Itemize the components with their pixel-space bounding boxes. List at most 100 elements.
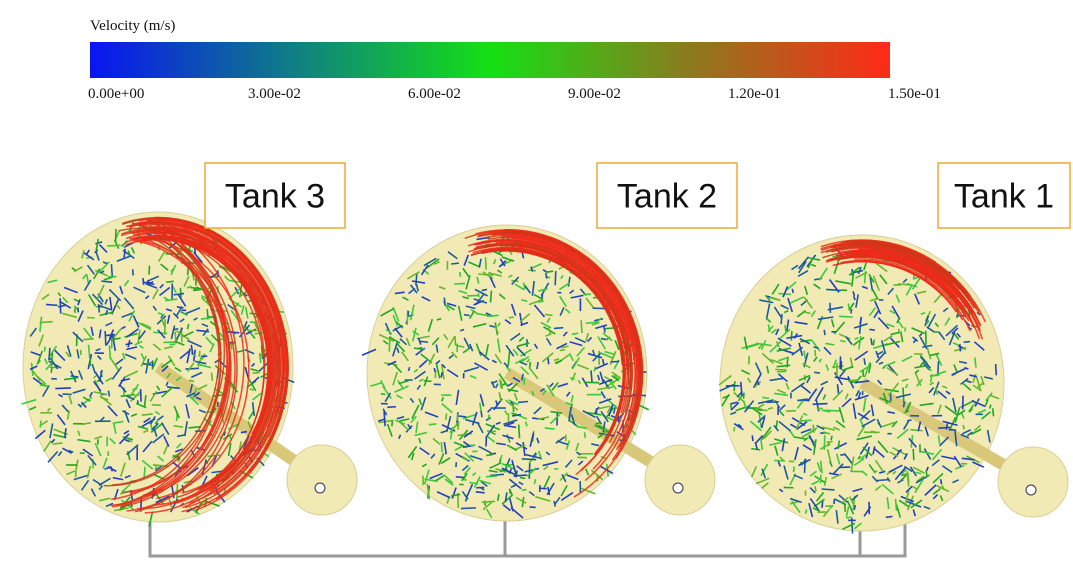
streak (792, 289, 793, 293)
streak (460, 272, 461, 277)
streak (105, 331, 106, 346)
streak (486, 476, 497, 477)
streak (873, 340, 874, 346)
streak (202, 356, 207, 357)
colorbar (90, 42, 890, 78)
colorbar-tick-label: 0.00e+00 (88, 86, 144, 102)
streak (822, 489, 835, 490)
streak (55, 388, 71, 389)
streak (824, 435, 825, 449)
streak (546, 271, 553, 272)
streak (454, 283, 465, 284)
streak (152, 405, 161, 406)
streak (253, 372, 260, 373)
streak (429, 424, 437, 425)
outlet-hole (1026, 485, 1036, 495)
outlet-disc (287, 445, 357, 515)
colorbar-tick-label: 1.50e-01 (888, 86, 941, 102)
streak (794, 466, 795, 472)
streak (51, 367, 52, 373)
streak (560, 350, 565, 351)
streak (851, 309, 852, 313)
streak (109, 345, 110, 359)
streak (514, 475, 527, 476)
outlet-hole (673, 483, 683, 493)
streak (518, 402, 528, 403)
streak (101, 281, 112, 282)
streak (591, 370, 592, 382)
streak (458, 416, 466, 417)
streak (491, 291, 492, 303)
streak (46, 304, 58, 305)
streak (877, 480, 889, 481)
pipe (150, 520, 905, 556)
streak (451, 263, 459, 264)
streak (964, 342, 970, 343)
streak (107, 245, 120, 246)
streak (458, 421, 459, 429)
streak (826, 289, 841, 290)
streak (476, 492, 485, 493)
streak (163, 342, 176, 343)
streak (481, 411, 482, 418)
streak (241, 432, 247, 433)
streak (824, 330, 825, 335)
streak (199, 351, 200, 357)
streak (538, 301, 544, 302)
streak (831, 436, 832, 440)
streak (124, 249, 125, 258)
streak (195, 431, 206, 432)
streak (416, 273, 417, 286)
streak (993, 408, 994, 416)
streak (520, 478, 525, 479)
streak (827, 441, 833, 442)
streak (247, 330, 257, 331)
tank-label: Tank 3 (225, 178, 325, 216)
colorbar-tick-label: 6.00e-02 (408, 86, 461, 102)
streak (180, 288, 181, 298)
streak (424, 381, 432, 382)
streak (839, 316, 853, 317)
streak (51, 353, 52, 366)
tank: Tank 3 (22, 163, 357, 527)
colorbar-tick-label: 9.00e-02 (568, 86, 621, 102)
streak (461, 508, 476, 509)
streak (787, 357, 788, 368)
streak (734, 427, 735, 432)
streak (896, 499, 897, 511)
colorbar-title: Velocity (m/s) (90, 18, 175, 34)
streak (40, 421, 41, 428)
streak (464, 315, 470, 316)
streak (446, 413, 447, 419)
streak (101, 371, 102, 377)
streak (44, 347, 45, 352)
outlet-disc (645, 445, 715, 515)
streak (418, 348, 423, 349)
streak (572, 333, 578, 334)
streak (482, 501, 495, 502)
streak (938, 361, 939, 373)
streak (905, 327, 906, 331)
streak (768, 408, 773, 409)
streak (144, 467, 145, 478)
streak (40, 385, 50, 386)
streak (212, 373, 213, 381)
streak (486, 455, 492, 456)
streak (845, 503, 846, 512)
streak (420, 341, 428, 342)
streak (800, 420, 812, 421)
streak (381, 394, 385, 395)
streak (776, 420, 777, 427)
streak (510, 489, 511, 494)
streak (813, 425, 814, 433)
streak (78, 307, 79, 312)
streak (815, 486, 816, 491)
streak (757, 410, 767, 411)
streak (467, 295, 479, 296)
streak (554, 328, 563, 329)
streak (849, 380, 858, 381)
streak (522, 459, 536, 460)
streak (846, 517, 851, 518)
streak (166, 281, 174, 282)
streak (813, 404, 828, 405)
